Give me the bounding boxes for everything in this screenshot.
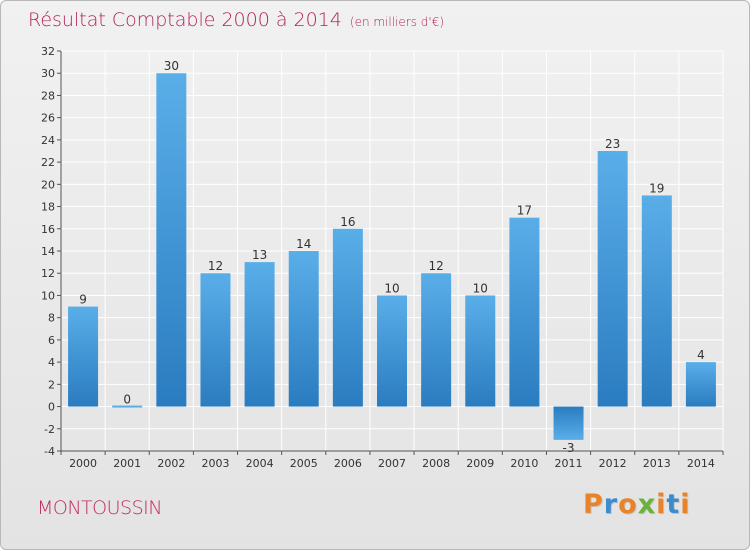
bars	[68, 73, 716, 440]
bar-2014	[685, 362, 716, 407]
y-tick-label: 14	[41, 245, 55, 258]
bar-2008	[421, 273, 452, 407]
y-tick-label: 2	[48, 378, 55, 391]
data-label: 4	[697, 348, 705, 362]
data-label: 23	[605, 137, 620, 151]
y-tick-label: 20	[41, 178, 55, 191]
bar-2005	[288, 251, 319, 407]
x-tick-label: 2010	[510, 457, 538, 470]
data-label: 0	[123, 393, 131, 407]
data-labels: 9 0 30 12 13 14 16 10 12 10 17 -3 23 19 4	[79, 59, 705, 455]
x-tick-label: 2008	[422, 457, 450, 470]
bar-2003	[200, 273, 231, 407]
x-tick-label: 2004	[246, 457, 274, 470]
chart-title-main: Résultat Comptable 2000 à 2014	[28, 9, 342, 31]
proxiti-logo: Proxiti	[583, 489, 691, 520]
x-tick-label: 2009	[466, 457, 494, 470]
x-tick-label: 2012	[599, 457, 627, 470]
bar-2006	[332, 228, 363, 407]
data-label: -3	[563, 441, 575, 455]
y-tick-label: 8	[48, 312, 55, 325]
chart-title-unit: (en milliers d'€)	[349, 15, 445, 29]
data-label: 9	[79, 293, 87, 307]
y-tick-label: 32	[41, 45, 55, 58]
y-tick-label: 18	[41, 201, 55, 214]
y-tick-label: 16	[41, 223, 55, 236]
y-tick-label: -4	[44, 445, 55, 458]
commune-name: MONTOUSSIN	[37, 497, 162, 519]
data-label: 30	[164, 59, 179, 73]
x-tick-label: 2005	[290, 457, 318, 470]
x-tick-label: 2014	[687, 457, 715, 470]
chart-title: Résultat Comptable 2000 à 2014 (en millie…	[28, 9, 444, 31]
y-tick-label: 24	[41, 134, 55, 147]
x-tick-label: 2000	[69, 457, 97, 470]
bar-2010	[509, 217, 540, 407]
data-label: 10	[473, 281, 488, 295]
x-tick-label: 2007	[378, 457, 406, 470]
x-tick-label: 2013	[643, 457, 671, 470]
bar-2012	[597, 151, 628, 407]
y-tick-label: 10	[41, 289, 55, 302]
brand-letter: i	[656, 489, 667, 520]
brand-letter: P	[583, 489, 604, 520]
bar-2000	[68, 306, 99, 407]
brand-letter: x	[637, 489, 657, 520]
x-tick-label: 2006	[334, 457, 362, 470]
y-tick-label: 30	[41, 67, 55, 80]
y-tick-label: 4	[48, 356, 55, 369]
data-label: 12	[428, 259, 443, 273]
y-tick-label: 26	[41, 112, 55, 125]
y-tick-label: 28	[41, 89, 55, 102]
brand-letter: r	[603, 489, 619, 520]
data-label: 13	[252, 248, 267, 262]
data-label: 12	[208, 259, 223, 273]
bar-2001	[112, 405, 143, 408]
x-tick-label: 2011	[555, 457, 583, 470]
bar-2013	[641, 195, 672, 407]
y-tick-label: 0	[48, 401, 55, 414]
brand-letter: t	[666, 489, 681, 520]
data-label: 14	[296, 237, 311, 251]
bar-2011	[553, 406, 584, 440]
x-tick-label: 2003	[201, 457, 229, 470]
bar-2009	[465, 295, 496, 407]
bar-2002	[156, 73, 187, 407]
data-label: 10	[384, 281, 399, 295]
data-label: 19	[649, 181, 664, 195]
bar-2004	[244, 262, 275, 407]
data-label: 17	[517, 204, 532, 218]
bar-2007	[377, 295, 407, 407]
brand-letter: o	[618, 489, 638, 520]
y-tick-label: 12	[41, 267, 55, 280]
brand-letter: i	[680, 489, 691, 520]
y-tick-label: 22	[41, 156, 55, 169]
y-tick-label: 6	[48, 334, 55, 347]
data-label: 16	[340, 215, 355, 229]
x-tick-label: 2002	[157, 457, 185, 470]
x-tick-label: 2001	[113, 457, 141, 470]
y-tick-label: -2	[44, 423, 55, 436]
